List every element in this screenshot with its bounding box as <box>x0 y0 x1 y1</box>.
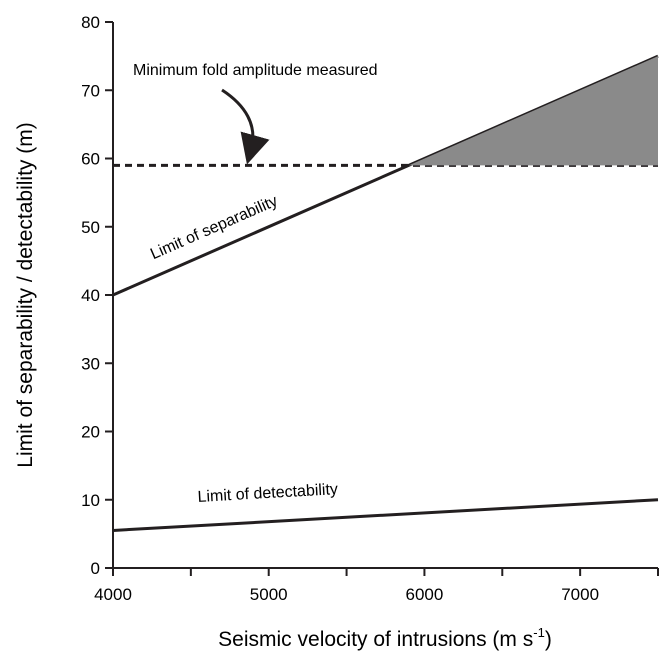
x-axis-label-text: Seismic velocity of intrusions (m s <box>218 628 533 651</box>
y-tick-label: 60 <box>81 150 100 169</box>
x-tick-label: 6000 <box>406 585 444 604</box>
line <box>112 498 659 532</box>
shaded-region <box>408 56 658 166</box>
y-tick-label: 50 <box>81 218 100 237</box>
y-axis-label: Limit of separability / detectability (m… <box>14 122 37 467</box>
y-tick-label: 30 <box>81 354 100 373</box>
series-label: Limit of detectability <box>197 481 338 506</box>
x-tick-label: 7000 <box>561 585 599 604</box>
x-axis-label-end: ) <box>545 628 552 651</box>
y-tick-label: 40 <box>81 286 100 305</box>
series-label: Limit of separability <box>148 193 280 264</box>
annotation: Minimum fold amplitude measured <box>133 62 378 79</box>
x-tick-label: 4000 <box>94 585 132 604</box>
y-tick-label: 0 <box>91 559 100 578</box>
y-tick-label: 10 <box>81 491 100 510</box>
x-axis-label-sup: -1 <box>533 625 545 640</box>
annotation-arrow <box>221 88 270 165</box>
x-tick-label: 5000 <box>250 585 288 604</box>
y-tick-label: 20 <box>81 423 100 442</box>
y-tick-label: 80 <box>81 13 100 32</box>
y-tick-label: 70 <box>81 81 100 100</box>
x-axis-label: Seismic velocity of intrusions (m s-1) <box>218 625 552 651</box>
